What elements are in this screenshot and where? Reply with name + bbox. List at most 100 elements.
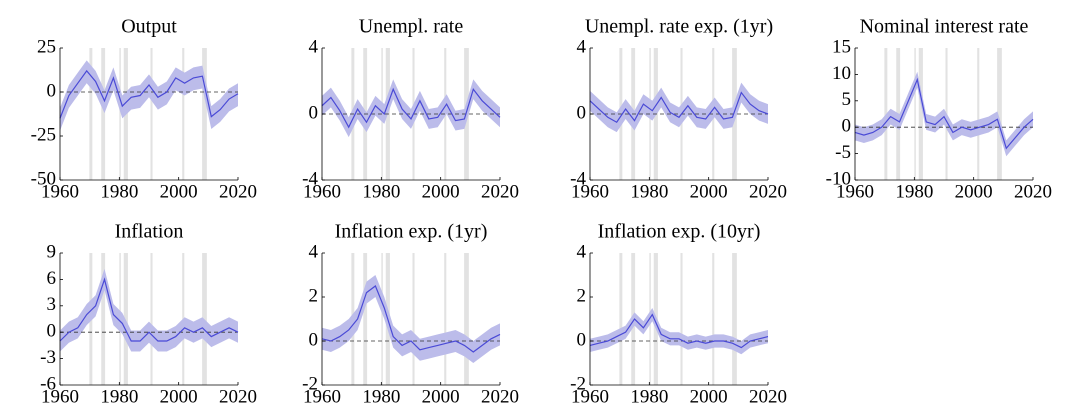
x-tick-label: 2000 xyxy=(422,386,460,407)
confidence-band xyxy=(855,71,1033,157)
recession-shading xyxy=(619,253,623,385)
y-tick-label: -3 xyxy=(40,347,56,368)
y-tick-label: 6 xyxy=(47,268,57,289)
y-tick-label: 4 xyxy=(577,241,587,262)
x-tick-label: 2020 xyxy=(481,386,519,407)
x-tick-label: 2020 xyxy=(1014,181,1052,202)
y-tick-label: 4 xyxy=(577,36,587,57)
recession-shading xyxy=(150,253,153,385)
series-line xyxy=(321,87,501,129)
panel: Output -50 -25 0 25 1960 1980 2000 2020 xyxy=(31,16,257,203)
x-tick-label: 2000 xyxy=(690,181,728,202)
panel: Inflation -6 -3 0 3 6 9 1960 1980 2000 2020 xyxy=(40,221,257,408)
y-tick-label: -2 xyxy=(302,373,318,394)
x-tick-label: 2020 xyxy=(481,181,519,202)
series-line xyxy=(59,277,239,342)
x-tick-label: 1960 xyxy=(303,386,341,407)
y-tick-label: 25 xyxy=(37,36,56,57)
y-tick-label: 4 xyxy=(309,241,319,262)
y-tick-label: 0 xyxy=(842,116,852,137)
y-tick-label: -4 xyxy=(570,168,586,189)
y-tick-label: -25 xyxy=(31,124,56,145)
recession-shading xyxy=(732,253,737,385)
recession-shading xyxy=(464,253,469,385)
x-tick-label: 2000 xyxy=(160,386,198,407)
y-tick-label: 0 xyxy=(577,329,587,350)
series-line xyxy=(59,69,239,119)
panel-title: Unempl. rate exp. (1yr) xyxy=(585,16,773,38)
recession-shading xyxy=(997,48,1002,180)
panel-title: Inflation xyxy=(115,221,184,243)
panel: Unempl. rate exp. (1yr) -4 0 4 1960 1980 2000 2… xyxy=(570,16,787,203)
y-tick-label: 0 xyxy=(577,102,587,123)
y-tick-label: -10 xyxy=(826,168,851,189)
y-tick-label: 0 xyxy=(309,329,319,350)
x-tick-label: 1980 xyxy=(630,181,668,202)
x-tick-label: 1960 xyxy=(836,181,874,202)
y-tick-label: 4 xyxy=(309,36,319,57)
series-line xyxy=(321,285,501,353)
recession-shading xyxy=(412,253,415,385)
y-tick-label: -5 xyxy=(835,142,851,163)
x-tick-label: 2020 xyxy=(219,386,257,407)
series-line xyxy=(854,77,1034,150)
y-tick-label: 15 xyxy=(832,36,851,57)
recession-shading xyxy=(202,253,207,385)
x-tick-label: 2000 xyxy=(955,181,993,202)
x-tick-label: 2020 xyxy=(749,181,787,202)
x-tick-label: 1960 xyxy=(571,181,609,202)
recession-shading xyxy=(101,48,106,180)
recession-shading xyxy=(680,253,683,385)
confidence-band xyxy=(60,268,238,352)
confidence-band xyxy=(322,275,500,363)
panel-title: Nominal interest rate xyxy=(860,16,1029,38)
y-tick-label: -2 xyxy=(570,373,586,394)
panel-title: Output xyxy=(121,16,177,38)
recession-shading xyxy=(202,48,207,180)
x-tick-label: 1980 xyxy=(362,181,400,202)
recession-shading xyxy=(119,48,121,180)
y-tick-label: 10 xyxy=(832,63,851,84)
panel-title: Inflation exp. (1yr) xyxy=(335,221,488,243)
x-tick-label: 1980 xyxy=(630,386,668,407)
recession-shading xyxy=(712,253,715,385)
y-tick-label: 5 xyxy=(842,89,852,110)
recession-shading xyxy=(101,253,106,385)
recession-shading xyxy=(884,48,888,180)
panel: Inflation exp. (1yr) -2 0 2 4 1960 1980 2000 202… xyxy=(302,221,519,408)
x-tick-label: 2000 xyxy=(160,181,198,202)
recession-shading xyxy=(123,253,128,385)
panel-title: Unempl. rate xyxy=(359,16,464,38)
y-tick-label: 0 xyxy=(47,321,57,342)
x-tick-label: 1980 xyxy=(100,386,138,407)
recession-shading xyxy=(89,48,93,180)
x-tick-label: 2000 xyxy=(690,386,728,407)
recession-shading xyxy=(150,48,153,180)
y-tick-label: 0 xyxy=(309,102,319,123)
panel: Nominal interest rate -10 -5 0 5 10 15 1960 1980… xyxy=(826,16,1052,203)
y-tick-label: 0 xyxy=(47,80,57,101)
panel-title: Inflation exp. (10yr) xyxy=(598,221,761,243)
y-tick-label: 9 xyxy=(47,241,57,262)
x-tick-label: 1960 xyxy=(41,386,79,407)
recession-shading xyxy=(977,48,980,180)
y-tick-label: 2 xyxy=(577,285,587,306)
x-tick-label: 1980 xyxy=(362,386,400,407)
x-tick-label: 1960 xyxy=(303,181,341,202)
x-tick-label: 2000 xyxy=(422,181,460,202)
x-tick-label: 1980 xyxy=(895,181,933,202)
recession-shading xyxy=(444,253,447,385)
y-tick-label: 3 xyxy=(47,294,57,315)
x-tick-label: 2020 xyxy=(219,181,257,202)
x-tick-label: 1960 xyxy=(41,181,79,202)
recession-shading xyxy=(363,253,368,385)
x-tick-label: 2020 xyxy=(749,386,787,407)
y-tick-label: 2 xyxy=(309,285,319,306)
y-tick-label: -4 xyxy=(302,168,318,189)
y-tick-label: -50 xyxy=(31,168,56,189)
series-line xyxy=(589,91,769,124)
series-line xyxy=(589,313,769,349)
y-tick-label: -6 xyxy=(40,373,56,394)
x-tick-label: 1960 xyxy=(571,386,609,407)
